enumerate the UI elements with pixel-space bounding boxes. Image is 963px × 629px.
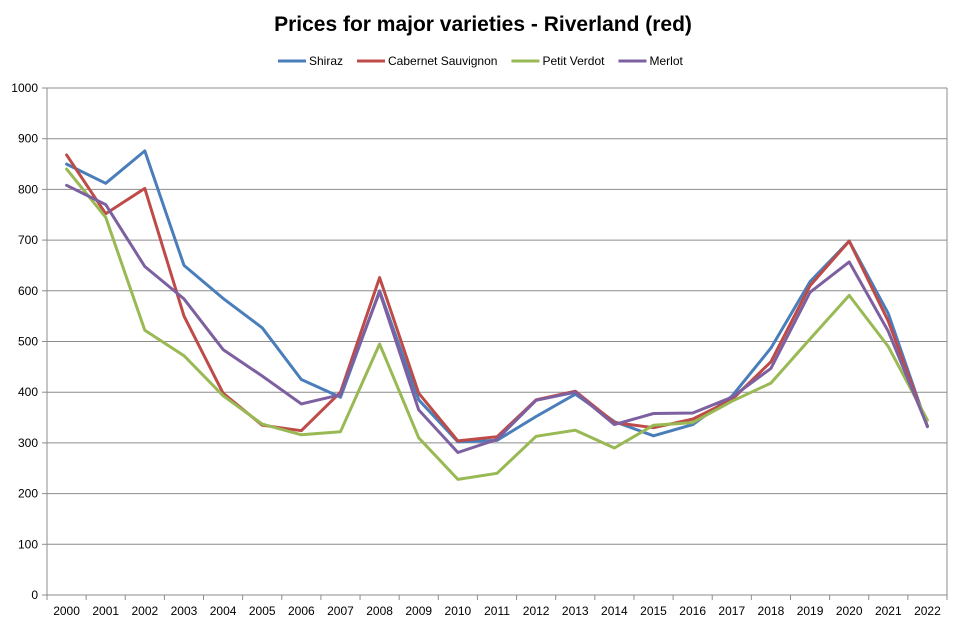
legend-item-shiraz: Shiraz — [278, 54, 343, 68]
x-tick-label: 2009 — [405, 604, 432, 618]
x-tick-label: 2013 — [562, 604, 589, 618]
x-tick-label: 2002 — [131, 604, 158, 618]
series-line-cabernet-sauvignon — [65, 153, 929, 443]
legend: Shiraz Cabernet Sauvignon Petit Verdot Merl… — [278, 54, 683, 68]
series-lines — [65, 149, 929, 481]
y-tick-label: 600 — [18, 284, 38, 298]
x-tick-label: 2001 — [92, 604, 119, 618]
x-tick-label: 2017 — [718, 604, 745, 618]
legend-label: Merlot — [649, 54, 683, 68]
legend-item-petit-verdot: Petit Verdot — [511, 54, 605, 68]
y-tick-label: 500 — [18, 335, 38, 349]
y-tick-label: 1000 — [11, 81, 38, 95]
x-tick-label: 2019 — [797, 604, 824, 618]
x-tick-label: 2021 — [875, 604, 902, 618]
x-tick-label: 2004 — [210, 604, 237, 618]
x-tick-label: 2010 — [445, 604, 472, 618]
x-tick-label: 2008 — [366, 604, 393, 618]
y-tick-label: 0 — [31, 588, 38, 602]
x-axis-ticks: 2000 2001 2002 2003 2004 2005 2006 2007 2008 2009… — [46, 595, 948, 618]
legend-label: Petit Verdot — [542, 54, 605, 68]
y-tick-label: 800 — [18, 182, 38, 196]
x-tick-label: 2018 — [758, 604, 785, 618]
legend-item-cabernet-sauvignon: Cabernet Sauvignon — [357, 54, 497, 68]
y-tick-label: 900 — [18, 132, 38, 146]
x-tick-label: 2006 — [288, 604, 315, 618]
x-tick-label: 2003 — [171, 604, 198, 618]
legend-label: Cabernet Sauvignon — [388, 54, 497, 68]
y-axis-ticks: 0 100 200 300 400 500 600 700 800 900 1000 — [11, 81, 47, 602]
y-tick-label: 100 — [18, 537, 38, 551]
legend-label: Shiraz — [309, 54, 343, 68]
x-tick-label: 2022 — [914, 604, 941, 618]
y-tick-label: 300 — [18, 436, 38, 450]
x-tick-label: 2016 — [679, 604, 706, 618]
x-tick-label: 2014 — [601, 604, 628, 618]
series-line-merlot — [65, 183, 929, 454]
chart-title: Prices for major varieties - Riverland (… — [274, 13, 692, 36]
x-tick-label: 2020 — [836, 604, 863, 618]
x-tick-label: 2012 — [523, 604, 550, 618]
legend-item-merlot: Merlot — [618, 54, 683, 68]
y-tick-label: 700 — [18, 233, 38, 247]
x-tick-label: 2000 — [53, 604, 80, 618]
x-tick-label: 2015 — [640, 604, 667, 618]
y-tick-label: 200 — [18, 487, 38, 501]
x-tick-label: 2007 — [327, 604, 354, 618]
x-tick-label: 2011 — [484, 604, 510, 618]
x-tick-label: 2005 — [249, 604, 276, 618]
series-line-petit-verdot — [65, 167, 929, 481]
y-tick-label: 400 — [18, 385, 38, 399]
